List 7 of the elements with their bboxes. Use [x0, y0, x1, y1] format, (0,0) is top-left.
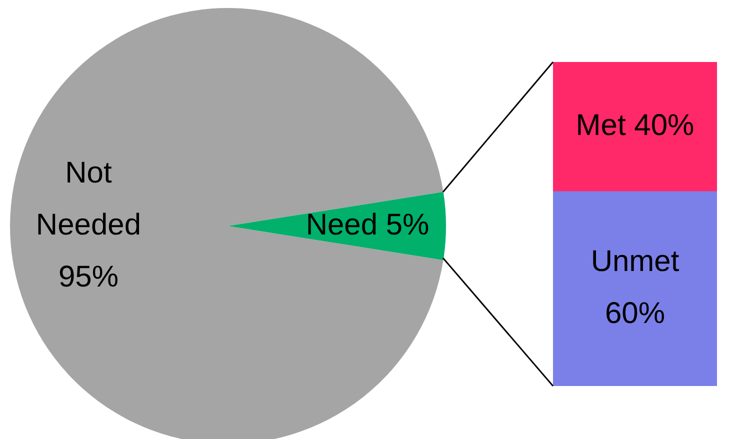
data-label: 40% — [634, 109, 694, 142]
slice-label: Need 5% — [306, 208, 430, 242]
data-label: 95% — [58, 260, 119, 294]
series-label: Unmet — [590, 245, 680, 278]
series-label: Met — [576, 109, 626, 142]
slice-label: Not Needed — [36, 156, 142, 242]
data-label: 60% — [604, 297, 666, 330]
